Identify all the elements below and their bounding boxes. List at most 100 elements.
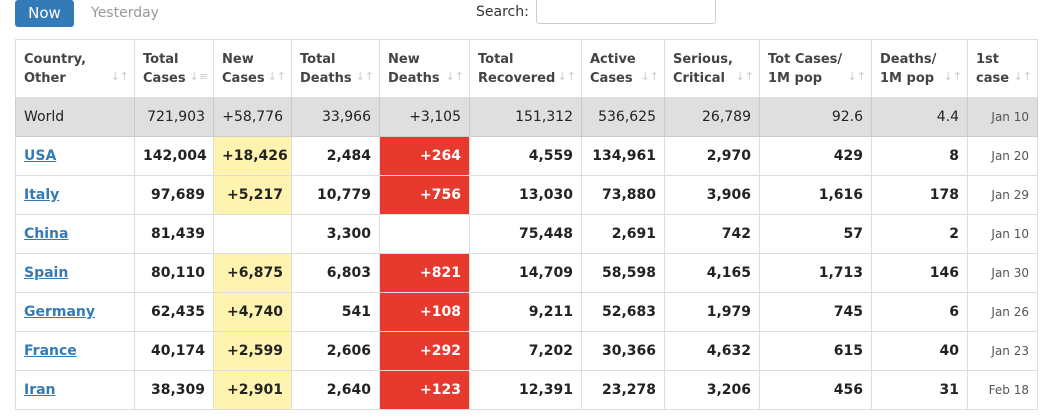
cell-new-deaths: +292 — [379, 331, 470, 371]
cell-new-cases: +2,901 — [213, 370, 292, 410]
country-link[interactable]: Italy — [24, 187, 60, 203]
sort-icon[interactable]: ↓↑ — [640, 70, 659, 83]
sort-icon[interactable]: ↓↑ — [110, 70, 129, 83]
cell-deaths-per-m: 2 — [871, 214, 968, 254]
cell-per-m: 429 — [759, 136, 872, 176]
cell-new-cases: +18,426 — [213, 136, 292, 176]
cell-total-deaths: 2,640 — [291, 370, 380, 410]
column-header-tot-cases-per-1m[interactable]: Tot Cases/1M pop ↓↑ — [759, 39, 872, 98]
column-header-active-cases[interactable]: Active Cases ↓↑ — [581, 39, 665, 98]
cell-active: 52,683 — [581, 292, 665, 332]
cell-new-deaths — [379, 214, 470, 254]
country-link[interactable]: Iran — [24, 382, 56, 398]
cell-total-recovered: 13,030 — [469, 175, 582, 215]
sort-icon[interactable]: ↓↑ — [557, 70, 576, 83]
cell-country: China — [15, 214, 135, 254]
column-header-new-deaths[interactable]: New Deaths ↓↑ — [379, 39, 470, 98]
column-header-line1: 1st — [976, 51, 999, 67]
cell-per-m: 92.6 — [759, 97, 872, 137]
column-header-line2: 1M pop — [880, 70, 935, 86]
country-link[interactable]: Spain — [24, 265, 69, 281]
cell-per-m: 57 — [759, 214, 872, 254]
sort-icon[interactable]: ↓↑ — [267, 70, 286, 83]
cell-total-cases: 142,004 — [134, 136, 214, 176]
country-link[interactable]: France — [24, 343, 77, 359]
cell-first-case: Jan 29 — [967, 175, 1038, 215]
cell-total-deaths: 10,779 — [291, 175, 380, 215]
cell-deaths-per-m: 8 — [871, 136, 968, 176]
cell-serious: 742 — [664, 214, 760, 254]
top-bar: Now Yesterday Search: — [0, 0, 1055, 30]
column-header-line2: Deaths — [388, 70, 440, 86]
cell-serious: 26,789 — [664, 97, 760, 137]
table-row: Germany 62,435 +4,740 541 +108 9,211 52,683 1,9… — [15, 292, 1038, 332]
table-row: World 721,903 +58,776 33,966 +3,105 151,312 53… — [15, 97, 1038, 137]
cell-country: Italy — [15, 175, 135, 215]
table-row: USA 142,004 +18,426 2,484 +264 4,559 134,961 2,… — [15, 136, 1038, 176]
column-header-line2: Deaths — [300, 70, 352, 86]
cell-new-cases: +5,217 — [213, 175, 292, 215]
search-label: Search: — [476, 4, 529, 20]
cell-serious: 1,979 — [664, 292, 760, 332]
sort-icon[interactable]: ↓↑ — [355, 70, 374, 83]
cell-total-cases: 80,110 — [134, 253, 214, 293]
cell-active: 134,961 — [581, 136, 665, 176]
cell-serious: 4,165 — [664, 253, 760, 293]
cell-total-deaths: 6,803 — [291, 253, 380, 293]
country-link[interactable]: Germany — [24, 304, 96, 320]
column-header-line1: Deaths/ — [880, 51, 937, 67]
cell-first-case: Jan 20 — [967, 136, 1038, 176]
cell-active: 23,278 — [581, 370, 665, 410]
column-header-total-cases[interactable]: Total Cases ↓≡ — [134, 39, 214, 98]
stats-table: Country, Other ↓↑ Total Cases ↓≡ New Cases ↓↑ Tot… — [15, 39, 1038, 410]
country-link[interactable]: China — [24, 226, 69, 242]
cell-deaths-per-m: 146 — [871, 253, 968, 293]
cell-new-cases: +6,875 — [213, 253, 292, 293]
sort-desc-icon[interactable]: ↓≡ — [189, 70, 208, 83]
cell-per-m: 615 — [759, 331, 872, 371]
cell-total-cases: 62,435 — [134, 292, 214, 332]
tab-yesterday[interactable]: Yesterday — [91, 5, 159, 21]
cell-active: 536,625 — [581, 97, 665, 137]
column-header-deaths-per-1m[interactable]: Deaths/1M pop ↓↑ — [871, 39, 968, 98]
cell-active: 30,366 — [581, 331, 665, 371]
cell-deaths-per-m: 4.4 — [871, 97, 968, 137]
header-row: Country, Other ↓↑ Total Cases ↓≡ New Cases ↓↑ Tot… — [15, 39, 1038, 98]
column-header-line1: Total — [478, 51, 514, 67]
cell-new-deaths: +123 — [379, 370, 470, 410]
cell-new-cases: +4,740 — [213, 292, 292, 332]
sort-icon[interactable]: ↓↑ — [943, 70, 962, 83]
cell-first-case: Jan 30 — [967, 253, 1038, 293]
sort-icon[interactable]: ↓↑ — [847, 70, 866, 83]
tab-now[interactable]: Now — [15, 0, 74, 27]
search-input[interactable] — [536, 0, 716, 24]
cell-deaths-per-m: 178 — [871, 175, 968, 215]
cell-serious: 4,632 — [664, 331, 760, 371]
column-header-total-recovered[interactable]: Total Recovered ↓↑ — [469, 39, 582, 98]
table-row: France 40,174 +2,599 2,606 +292 7,202 30,366 4,… — [15, 331, 1038, 371]
cell-new-deaths: +264 — [379, 136, 470, 176]
cell-total-deaths: 2,606 — [291, 331, 380, 371]
column-header-new-cases[interactable]: New Cases ↓↑ — [213, 39, 292, 98]
country-link[interactable]: USA — [24, 148, 57, 164]
cell-total-recovered: 7,202 — [469, 331, 582, 371]
column-header-serious-critical[interactable]: Serious, Critical ↓↑ — [664, 39, 760, 98]
sort-icon[interactable]: ↓↑ — [1013, 70, 1032, 83]
column-header-country[interactable]: Country, Other ↓↑ — [15, 39, 135, 98]
cell-total-recovered: 12,391 — [469, 370, 582, 410]
cell-per-m: 745 — [759, 292, 872, 332]
column-header-line2: 1M pop — [768, 70, 823, 86]
stats-table-wrapper: Country, Other ↓↑ Total Cases ↓≡ New Cases ↓↑ Tot… — [15, 39, 1038, 410]
column-header-first-case[interactable]: 1st case ↓↑ — [967, 39, 1038, 98]
cell-per-m: 456 — [759, 370, 872, 410]
cell-total-cases: 721,903 — [134, 97, 214, 137]
cell-first-case: Feb 18 — [967, 370, 1038, 410]
cell-deaths-per-m: 31 — [871, 370, 968, 410]
column-header-total-deaths[interactable]: Total Deaths ↓↑ — [291, 39, 380, 98]
cell-new-deaths: +3,105 — [379, 97, 470, 137]
column-header-line1: New — [222, 51, 254, 67]
cell-new-cases: +2,599 — [213, 331, 292, 371]
sort-icon[interactable]: ↓↑ — [735, 70, 754, 83]
sort-icon[interactable]: ↓↑ — [445, 70, 464, 83]
table-body: World 721,903 +58,776 33,966 +3,105 151,312 53… — [15, 97, 1038, 410]
